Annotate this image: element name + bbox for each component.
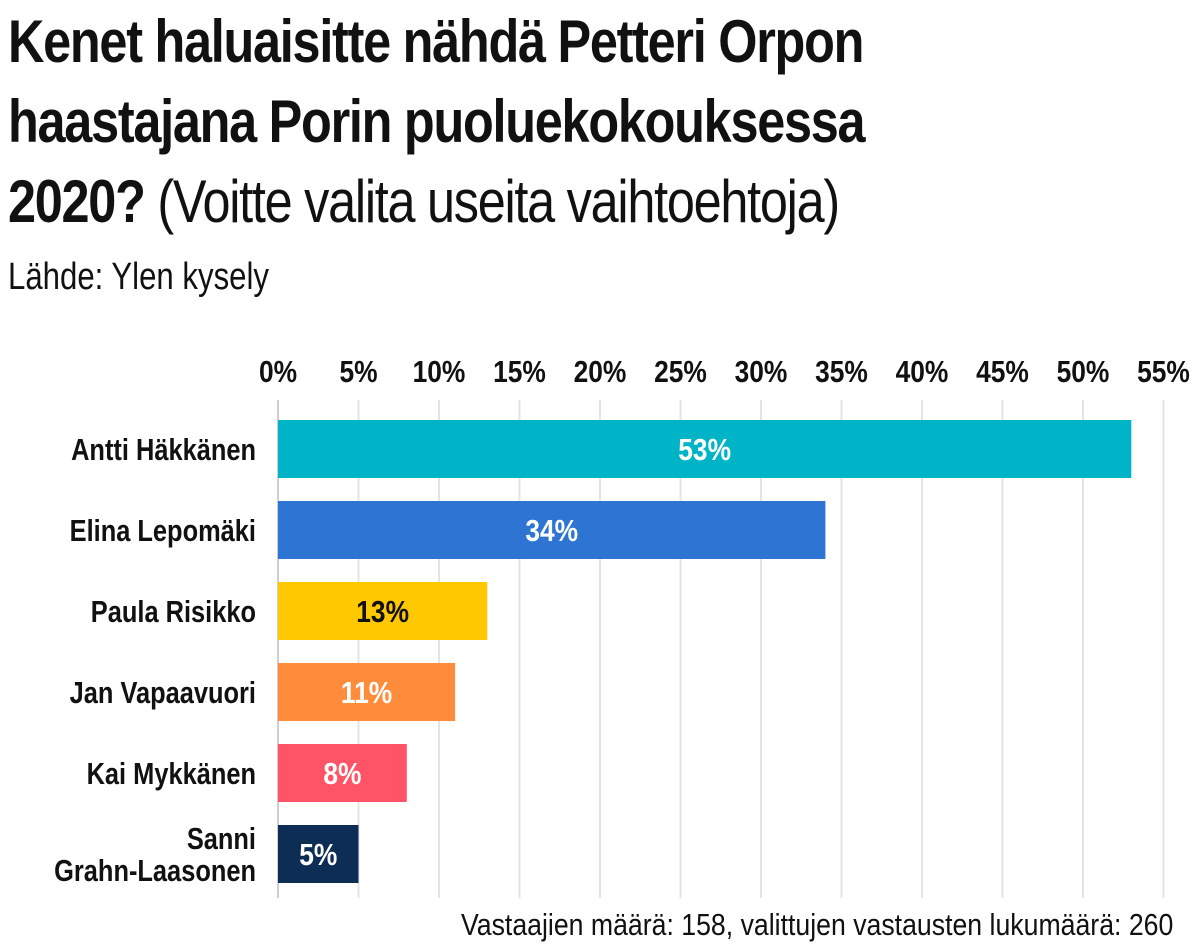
category-label-line: Paula Risikko: [91, 595, 256, 630]
bar-chart: 0% 5% 10% 15% 20% 25% 30% 35% 40% 45% 50% 55% Antti…: [54, 355, 1190, 898]
bar: [278, 582, 488, 640]
x-axis-ticks: 0% 5% 10% 15% 20% 25% 30% 35% 40% 45% 50% 55%: [259, 355, 1190, 389]
category-label-line: Elina Lepomäki: [70, 514, 256, 549]
chart-title-note: (Voitte valita useita vaihtoehtoja): [157, 168, 840, 235]
category-label-line: Antti Häkkänen: [71, 433, 256, 468]
x-tick-label: 5%: [339, 355, 377, 389]
bar-value-label: 34%: [525, 514, 578, 548]
x-tick-label: 25%: [654, 355, 707, 389]
x-tick-label: 20%: [574, 355, 627, 389]
chart-footnote: Vastaajien määrä: 158, valittujen vastau…: [460, 907, 1173, 942]
category-label: Kai Mykkänen: [87, 757, 256, 792]
category-label: Elina Lepomäki: [70, 514, 256, 549]
category-label-line: Kai Mykkänen: [87, 757, 256, 792]
x-tick-label: 15%: [493, 355, 546, 389]
bar-value-label: 11%: [341, 676, 392, 710]
bar: [278, 501, 826, 559]
x-tick-label: 50%: [1057, 355, 1110, 389]
category-label: Sanni Grahn-Laasonen: [54, 822, 256, 889]
bar: [278, 744, 407, 802]
bar-value-label: 8%: [323, 757, 361, 791]
data-labels: 53% 34% 13% 11% 8% 5%: [299, 433, 731, 872]
category-label-line: Grahn-Laasonen: [54, 854, 256, 889]
x-tick-label: 0%: [259, 355, 297, 389]
bar: [278, 825, 359, 883]
bar-value-label: 5%: [299, 838, 337, 872]
x-tick-label: 55%: [1137, 355, 1190, 389]
category-label: Jan Vapaavuori: [70, 676, 256, 711]
chart-source: Lähde: Ylen kysely: [8, 256, 270, 298]
chart-title: Kenet haluaisitte nähdä Petteri Orpon ha…: [8, 2, 999, 242]
category-label-line: Jan Vapaavuori: [70, 676, 256, 711]
bar: [278, 420, 1132, 478]
bar-value-label: 53%: [678, 433, 731, 467]
bars: [278, 420, 1132, 883]
chart-title-question: Kenet haluaisitte nähdä Petteri Orpon ha…: [8, 8, 866, 235]
x-tick-label: 10%: [413, 355, 466, 389]
bar: [278, 663, 456, 721]
gridlines: [277, 400, 1165, 898]
category-label-line: Sanni: [187, 822, 256, 857]
category-label: Antti Häkkänen: [71, 433, 256, 468]
x-tick-label: 40%: [896, 355, 949, 389]
bar-value-label: 13%: [356, 595, 409, 629]
x-tick-label: 45%: [976, 355, 1029, 389]
x-tick-label: 35%: [815, 355, 868, 389]
category-label: Paula Risikko: [91, 595, 256, 630]
x-tick-label: 30%: [735, 355, 788, 389]
category-labels: Antti Häkkänen Elina Lepomäki Paula Risikk…: [54, 433, 256, 889]
